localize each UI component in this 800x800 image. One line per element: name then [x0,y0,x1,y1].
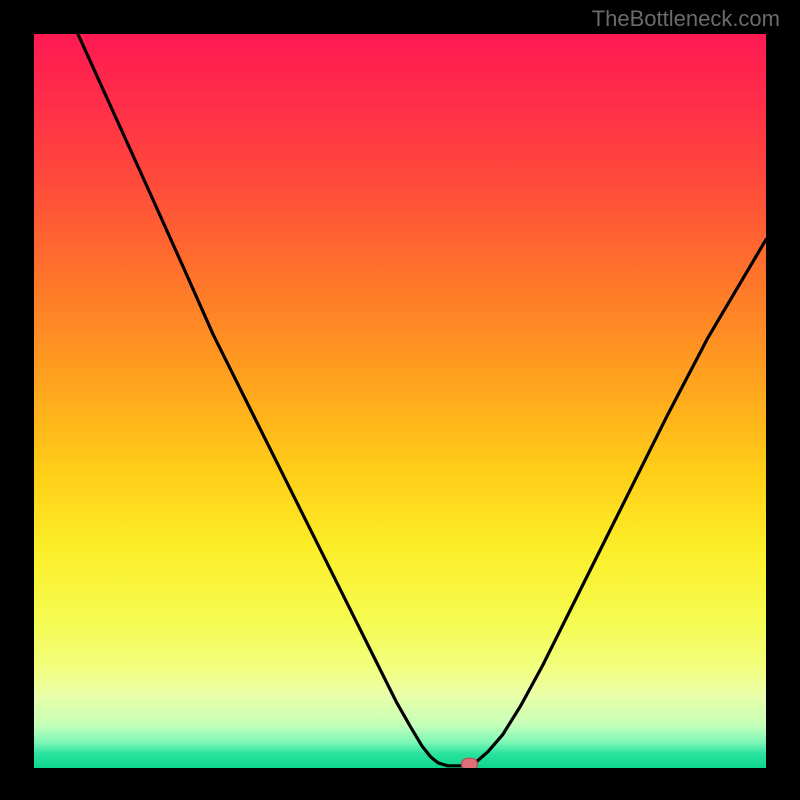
bottleneck-chart [34,34,766,768]
watermark-text: TheBottleneck.com [592,6,780,32]
plot-area [34,34,766,768]
gradient-background [34,34,766,768]
optimal-point-marker [462,758,478,768]
